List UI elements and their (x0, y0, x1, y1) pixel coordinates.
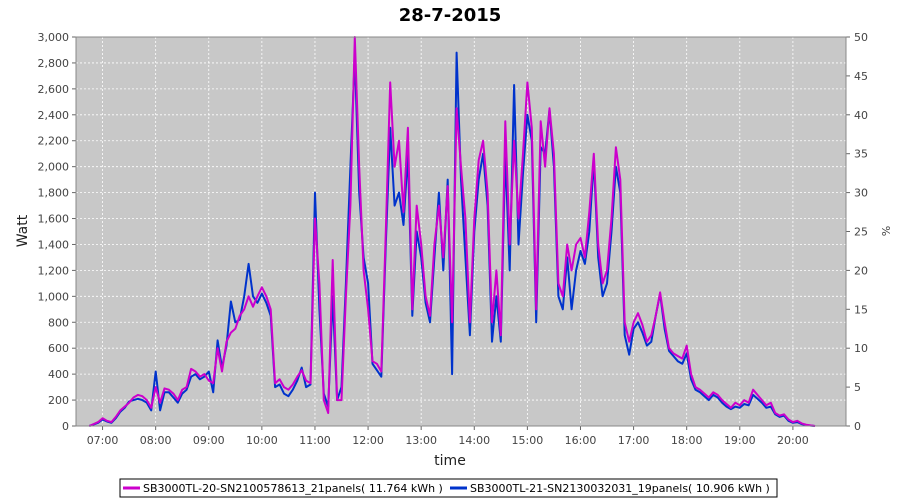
x-tick-label: 11:00 (299, 434, 331, 447)
x-axis-ticks: 07:00 08:00 09:00 10:00 11:00 12:00 13:00 14:00… (87, 426, 809, 447)
y-axis-label: Watt (15, 214, 31, 247)
y2-axis-label: % (879, 226, 892, 236)
y-tick-label: 1,200 (38, 264, 70, 277)
y-tick-label: 1,600 (38, 213, 70, 226)
x-tick-label: 14:00 (458, 434, 490, 447)
y2-tick-label: 5 (854, 381, 861, 394)
y-tick-label: 800 (48, 316, 69, 329)
y2-tick-label: 10 (854, 342, 868, 355)
x-tick-label: 16:00 (565, 434, 597, 447)
x-tick-label: 18:00 (671, 434, 703, 447)
y-tick-label: 2,600 (38, 83, 70, 96)
y2-axis-ticks: 0 5 10 15 20 25 30 35 40 45 50 (846, 31, 868, 433)
y-tick-label: 2,000 (38, 161, 70, 174)
plot-area (76, 37, 846, 426)
y-tick-label: 1,000 (38, 290, 70, 303)
legend-label-series-1: SB3000TL-20-SN2100578613_21panels( 11.76… (143, 482, 443, 495)
y-tick-label: 3,000 (38, 31, 70, 44)
y-tick-label: 2,400 (38, 109, 70, 122)
x-tick-label: 07:00 (87, 434, 119, 447)
plot-border (75, 36, 847, 427)
y2-tick-label: 35 (854, 148, 868, 161)
x-tick-label: 19:00 (724, 434, 756, 447)
legend-label-series-2: SB3000TL-21-SN2130032031_19panels( 10.90… (470, 482, 770, 495)
x-tick-label: 17:00 (618, 434, 650, 447)
y2-tick-label: 20 (854, 264, 868, 277)
y-tick-label: 1,400 (38, 238, 70, 251)
y2-tick-label: 25 (854, 226, 868, 239)
y-tick-label: 2,200 (38, 135, 70, 148)
y-tick-label: 0 (62, 420, 69, 433)
y-axis-ticks: 0 200 400 600 800 1,000 1,200 1,400 1,600 1,800 2,… (38, 31, 76, 433)
series-layer (88, 36, 816, 427)
y-tick-label: 2,800 (38, 57, 70, 70)
y-tick-label: 200 (48, 394, 69, 407)
y-tick-label: 400 (48, 368, 69, 381)
x-tick-label: 12:00 (352, 434, 384, 447)
legend-box (119, 478, 778, 498)
y2-tick-label: 15 (854, 303, 868, 316)
y2-tick-label: 40 (854, 109, 868, 122)
x-tick-label: 13:00 (405, 434, 437, 447)
y2-tick-label: 30 (854, 187, 868, 200)
x-tick-label: 09:00 (193, 434, 225, 447)
y-tick-label: 1,800 (38, 187, 70, 200)
legend: SB3000TL-20-SN2100578613_21panels( 11.76… (119, 478, 778, 498)
x-tick-label: 20:00 (777, 434, 809, 447)
x-tick-label: 10:00 (246, 434, 278, 447)
x-tick-label: 08:00 (140, 434, 172, 447)
y2-tick-label: 0 (854, 420, 861, 433)
series-line-1 (88, 36, 816, 427)
x-axis-label: time (434, 453, 466, 469)
y2-tick-label: 50 (854, 31, 868, 44)
y2-tick-label: 45 (854, 70, 868, 83)
x-tick-label: 15:00 (512, 434, 544, 447)
chart-title: 28-7-2015 (399, 5, 502, 26)
y-tick-label: 600 (48, 342, 69, 355)
grid-lines (76, 36, 846, 427)
